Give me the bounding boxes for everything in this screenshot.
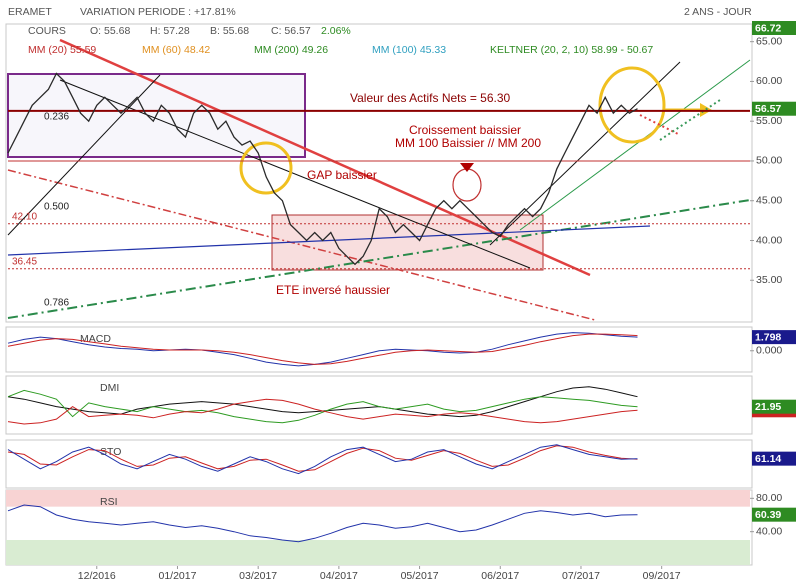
trend-line xyxy=(7,169,596,321)
series-line xyxy=(7,444,638,475)
x-tick-label: 04/2017 xyxy=(320,570,358,582)
x-tick-label: 03/2017 xyxy=(239,570,277,582)
y-tick-label: 55.00 xyxy=(756,115,782,127)
highlight-circle xyxy=(239,141,293,195)
value-badge xyxy=(752,451,796,466)
legend-item: H: 57.28 xyxy=(150,25,190,37)
y-tick-label: 50.00 xyxy=(756,155,782,167)
value-badge xyxy=(752,330,796,345)
x-tick-label: 05/2017 xyxy=(401,570,439,582)
value-badge-label: 56.57 xyxy=(755,103,781,115)
legend-item: 2.06% xyxy=(321,25,351,37)
annotation: MM 100 Baissier // MM 200 xyxy=(395,136,541,150)
series-line xyxy=(7,332,638,367)
level-label: 42.10 xyxy=(12,211,37,222)
zone xyxy=(6,540,750,565)
value-badge xyxy=(752,21,796,35)
symbol: ERAMET xyxy=(8,6,52,18)
legend-item: MM (100) 45.33 xyxy=(372,44,446,56)
y-tick-label: 40.00 xyxy=(756,525,782,537)
legend-item: MM (60) 48.42 xyxy=(142,44,210,56)
x-tick-label: 12/2016 xyxy=(78,570,116,582)
value-badge-label: 60.39 xyxy=(755,509,781,521)
fib-label: 0.786 xyxy=(44,298,69,309)
x-tick-label: 06/2017 xyxy=(481,570,519,582)
box xyxy=(271,214,544,271)
x-tick-label: 01/2017 xyxy=(158,570,196,582)
panel xyxy=(5,326,753,373)
fib-label: 0.500 xyxy=(44,202,69,213)
y-tick-label: 40.00 xyxy=(756,234,782,246)
legend-item: B: 55.68 xyxy=(210,25,249,37)
value-badge-label: 66.72 xyxy=(755,22,781,34)
legend-item: C: 56.57 xyxy=(271,25,311,37)
series-line xyxy=(7,333,638,365)
trend-line xyxy=(519,59,751,231)
legend-item: COURS xyxy=(28,25,66,37)
value-badge-label: 21.95 xyxy=(755,401,781,413)
trend-line xyxy=(7,74,161,236)
x-tick-label: 07/2017 xyxy=(562,570,600,582)
value-badge xyxy=(752,399,796,414)
annotation: Croissement baissier xyxy=(409,123,521,137)
panel xyxy=(5,23,753,323)
legend-item: O: 55.68 xyxy=(90,25,130,37)
series-line xyxy=(7,389,638,424)
value-badge xyxy=(752,507,796,522)
annotation: ETE inversé haussier xyxy=(276,283,390,297)
y-tick-label: 45.00 xyxy=(756,195,782,207)
trend-line xyxy=(489,61,681,246)
y-tick-label: 35.00 xyxy=(756,274,782,286)
series-line xyxy=(7,72,638,266)
variation: VARIATION PERIODE : +17.81% xyxy=(80,6,236,18)
panel-title: RSI xyxy=(100,496,118,508)
y-tick-label: 60.00 xyxy=(756,75,782,87)
series-line xyxy=(7,398,638,425)
arrow-head xyxy=(460,163,474,172)
box xyxy=(7,73,306,158)
value-badge-label: 61.14 xyxy=(755,453,781,465)
value-badge xyxy=(752,101,796,116)
trend-line xyxy=(59,38,591,277)
trend-line xyxy=(7,199,751,319)
x-tick-label: 09/2017 xyxy=(643,570,681,582)
drawings xyxy=(7,38,751,321)
marks: Valeur des Actifs Nets = 56.30 42.10 36.45… xyxy=(7,21,796,543)
panels: 35.00 40.00 45.00 50.00 55.00 60.00 65.00 12/20… xyxy=(5,23,782,582)
level-label: 36.45 xyxy=(12,256,37,267)
arrow xyxy=(659,99,721,141)
panel-title: DMI xyxy=(100,382,119,394)
y-tick-label: 0.000 xyxy=(756,345,782,357)
panel-title: STO xyxy=(100,446,121,458)
highlight-circle xyxy=(598,66,666,144)
legend-item: KELTNER (20, 2, 10) 58.99 - 50.67 xyxy=(490,44,653,56)
period: 2 ANS - JOUR xyxy=(684,6,752,18)
annotation: GAP baissier xyxy=(307,168,377,182)
value-badge-label: 1.798 xyxy=(755,331,781,343)
trend-line xyxy=(7,225,651,256)
zone xyxy=(6,490,750,507)
level-label: Valeur des Actifs Nets = 56.30 xyxy=(350,91,511,105)
series-line xyxy=(7,504,638,543)
y-tick-label: 65.00 xyxy=(756,35,782,47)
legend-item: MM (200) 49.26 xyxy=(254,44,328,56)
legend-item: MM (20) 55.59 xyxy=(28,44,96,56)
series-line xyxy=(7,445,638,472)
fib-label: 0.236 xyxy=(44,112,69,123)
y-tick-label: 80.00 xyxy=(756,492,782,504)
